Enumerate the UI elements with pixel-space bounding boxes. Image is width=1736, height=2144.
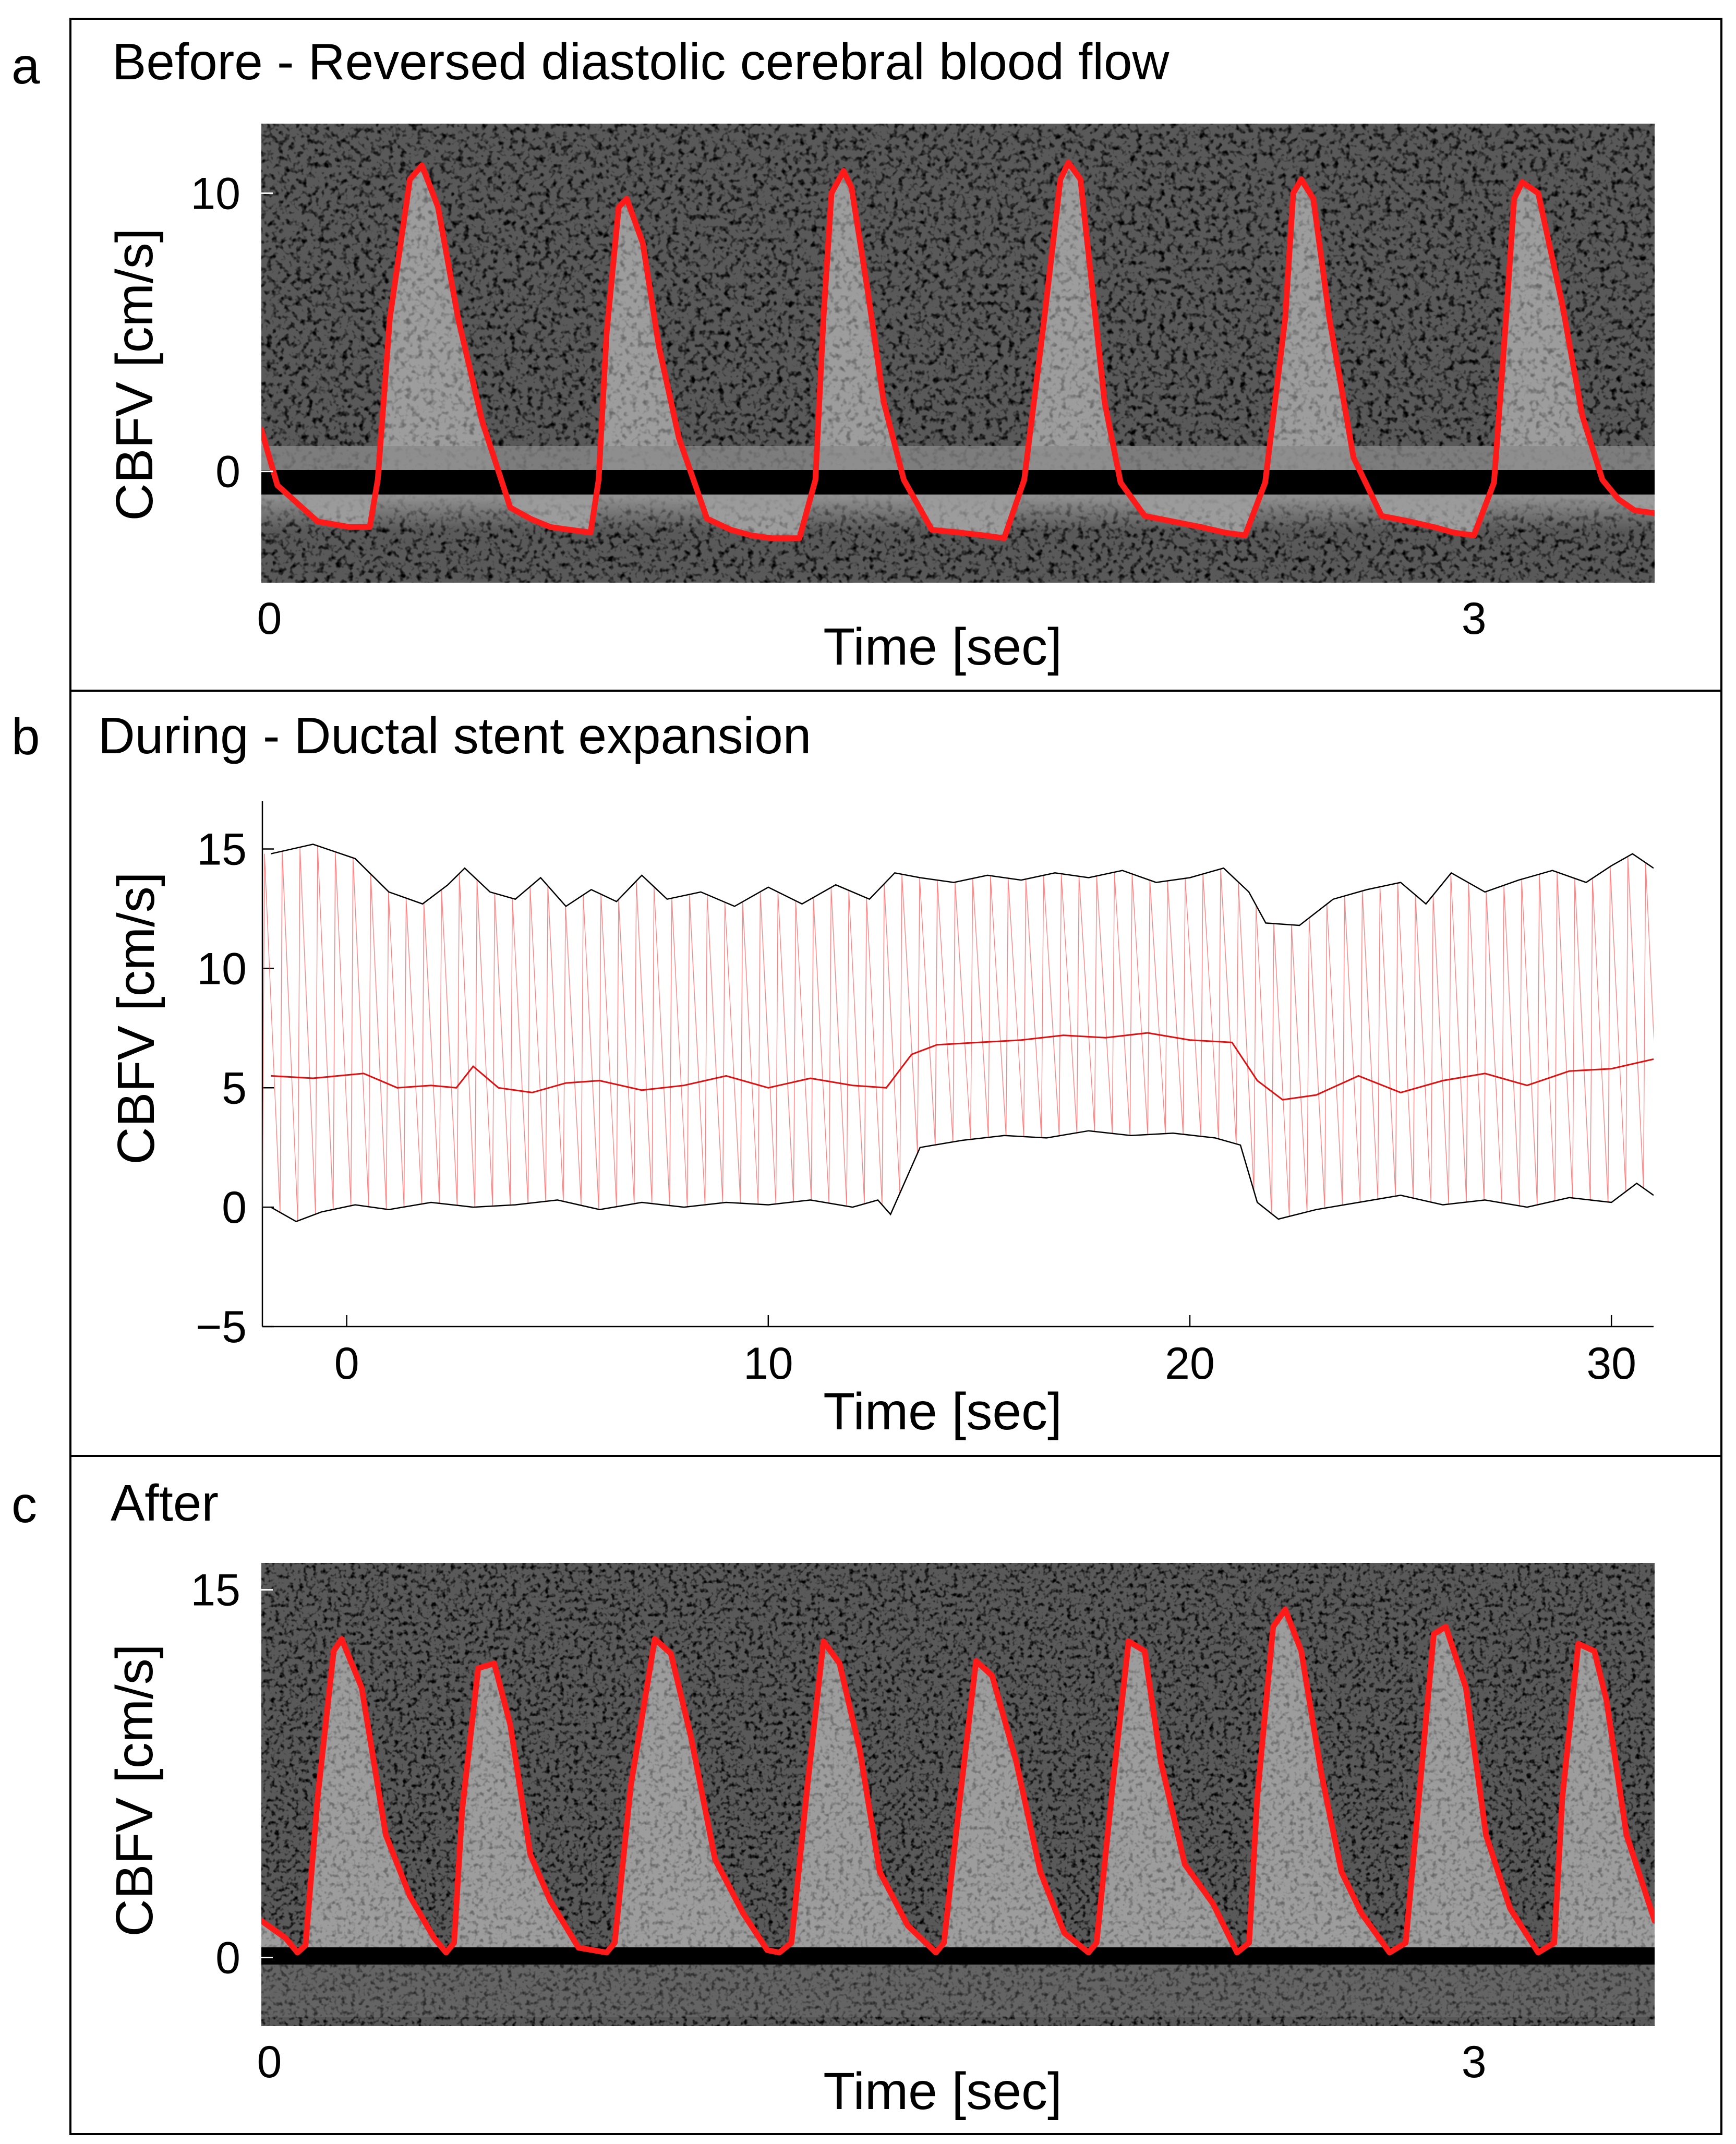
panel-a-baseline-gap xyxy=(261,470,1655,495)
panel-b-ytick-label: −5 xyxy=(196,1302,247,1352)
panel-b-ytick-label: 0 xyxy=(222,1183,247,1233)
panel-a-axes: 0 10 0 3 xyxy=(190,168,1486,644)
panel-a-ytick-label: 0 xyxy=(215,447,240,497)
panel-a-title: Before - Reversed diastolic cerebral blo… xyxy=(112,33,1170,90)
panel-b-title: During - Ductal stent expansion xyxy=(98,707,811,764)
panel-c-xtick-label: 0 xyxy=(257,2037,282,2087)
panel-c-axes: 0 15 0 3 xyxy=(190,1565,1486,2087)
panel-a-letter: a xyxy=(11,37,40,94)
panel-c-frame xyxy=(69,1455,1722,2135)
panel-c-plot: 0 15 0 3 Time [sec] CBFV [cm/s] xyxy=(105,1563,1655,2121)
panel-c-ytick-label: 0 xyxy=(215,1933,240,1983)
panel-c-letter: c xyxy=(11,1476,37,1533)
panel-b-diastolic-envelope xyxy=(270,1130,1654,1222)
panel-b-xtick-label: 10 xyxy=(743,1339,793,1389)
panel-c-xtick-label: 3 xyxy=(1462,2037,1487,2087)
panel-b-letter: b xyxy=(11,708,40,765)
panel-b-series xyxy=(270,844,1654,1222)
panel-b-xtick-label: 20 xyxy=(1165,1339,1215,1389)
panel-b-frame xyxy=(69,690,1722,1457)
panel-b-mean-velocity-line xyxy=(271,1032,1654,1101)
panel-a-ylabel: CBFV [cm/s] xyxy=(105,228,164,521)
panel-a-xtick-label: 3 xyxy=(1462,594,1487,644)
panel-a-baseline-band-lower xyxy=(261,495,1655,531)
panel-b-xtick-label: 30 xyxy=(1586,1339,1636,1389)
panel-c-baseline-gap xyxy=(261,1947,1655,1965)
panel-b-systolic-envelope xyxy=(270,844,1654,926)
panel-a-xtick-label: 0 xyxy=(257,594,282,644)
panel-b-axes: −5 0 5 10 15 0 10 20 30 xyxy=(196,801,1654,1389)
panel-a-ytick-label: 10 xyxy=(190,168,240,219)
panel-a-velocity-trace xyxy=(261,160,1655,541)
panel-c-ytick-label: 15 xyxy=(190,1565,240,1616)
panel-b-ytick-label: 15 xyxy=(197,825,247,875)
panel-b-xtick-label: 0 xyxy=(334,1339,359,1389)
panel-a-baseline-band-upper xyxy=(261,446,1655,470)
panel-b-ytick-label: 10 xyxy=(197,944,247,994)
panel-b-ylabel: CBFV [cm/s] xyxy=(107,872,165,1164)
panel-c-title: After xyxy=(111,1474,219,1532)
panel-b-cardiac-cycles xyxy=(262,846,1654,1221)
panel-c-xlabel: Time [sec] xyxy=(823,2062,1062,2121)
panel-c-reverse-noise xyxy=(261,1965,1655,2017)
panel-a-xlabel: Time [sec] xyxy=(823,618,1062,676)
panel-b-ytick-label: 5 xyxy=(222,1063,247,1113)
panel-c-ylabel: CBFV [cm/s] xyxy=(105,1644,164,1936)
panel-c-velocity-trace xyxy=(261,1606,1655,1956)
panel-b-plot: −5 0 5 10 15 0 10 20 30 Time [sec] CBFV [cm/s] xyxy=(107,801,1654,1441)
panel-b-xlabel: Time [sec] xyxy=(823,1382,1062,1441)
panel-a-plot: 0 10 0 3 Time [sec] CBFV [cm/s] xyxy=(105,124,1655,676)
